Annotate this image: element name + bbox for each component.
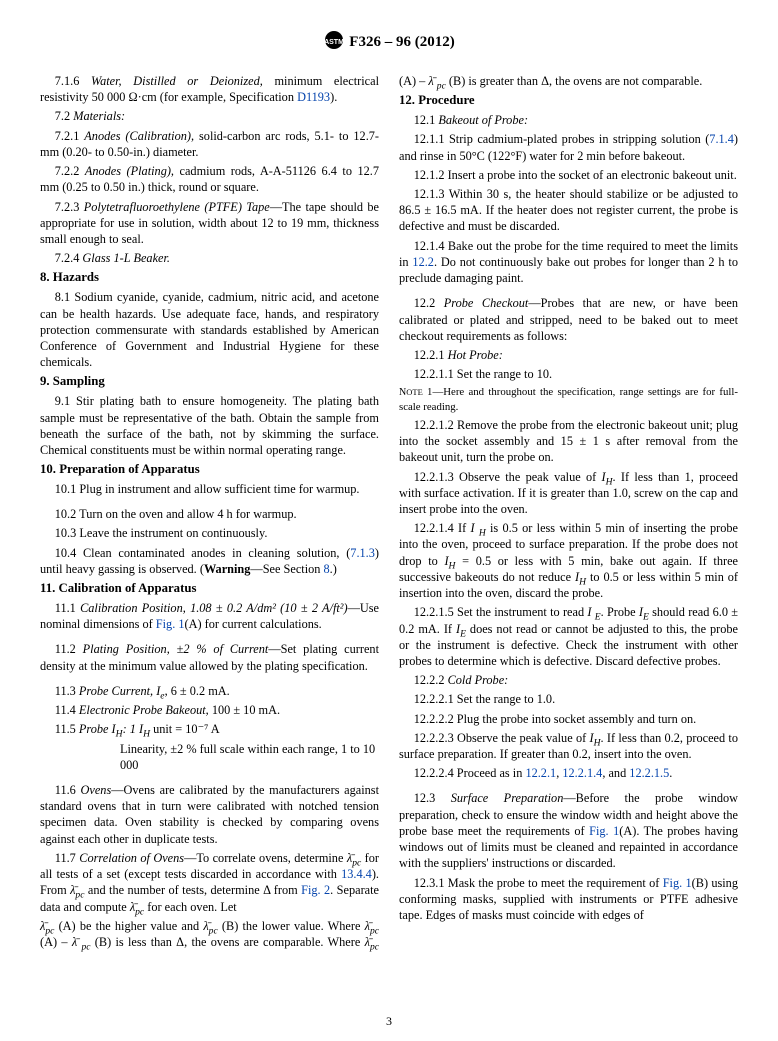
para-7-2-4: 7.2.4 Glass 1-L Beaker. [40,250,379,266]
para-9-1: 9.1 Stir plating bath to ensure homogene… [40,393,379,458]
para-12-2-1-2: 12.2.1.2 Remove the probe from the elect… [399,417,738,466]
para-10-4: 10.4 Clean contaminated anodes in cleani… [40,545,379,577]
para-12-1-2: 12.1.2 Insert a probe into the socket of… [399,167,738,183]
para-12-1: 12.1 Bakeout of Probe: [399,112,738,128]
heading-10: 10. Preparation of Apparatus [40,461,379,478]
para-12-2-1-4: 12.2.1.4 If I H is 0.5 or less within 5 … [399,520,738,601]
xref-fig1b[interactable]: Fig. 1 [589,824,619,838]
para-12-2-2-3: 12.2.2.3 Observe the peak value of IH. I… [399,730,738,762]
page-number: 3 [0,1014,778,1029]
page-header: ASTM F326 – 96 (2012) [40,30,738,55]
para-10-1: 10.1 Plug in instrument and allow suffic… [40,481,379,497]
para-8-1: 8.1 Sodium cyanide, cyanide, cadmium, ni… [40,289,379,370]
designation: F326 – 96 (2012) [349,34,454,50]
para-11-7: 11.7 Correlation of Ovens—To correlate o… [40,850,379,915]
para-7-1-6: 7.1.6 Water, Distilled or Deionized, min… [40,73,379,105]
para-12-2-1: 12.2.1 Hot Probe: [399,347,738,363]
para-11-1: 11.1 Calibration Position, 1.08 ± 0.2 A/… [40,600,379,632]
para-11-5: 11.5 Probe IH: 1 IH unit = 10⁻⁷ A [40,721,379,737]
para-12-1-4: 12.1.4 Bake out the probe for the time r… [399,238,738,287]
para-12-2: 12.2 Probe Checkout—Probes that are new,… [399,295,738,344]
heading-12: 12. Procedure [399,92,738,109]
para-7-2-2: 7.2.2 Anodes (Plating), cadmium rods, A-… [40,163,379,195]
xref-12-2[interactable]: 12.2 [412,255,434,269]
xref-fig2[interactable]: Fig. 2 [301,883,330,897]
xref-d1193[interactable]: D1193 [297,90,330,104]
para-12-2-1-1: 12.2.1.1 Set the range to 10. [399,366,738,382]
para-12-2-1-5: 12.2.1.5 Set the instrument to read I E.… [399,604,738,669]
para-7-2: 7.2 Materials: [40,108,379,124]
para-10-2: 10.2 Turn on the oven and allow 4 h for … [40,506,379,522]
para-11-6: 11.6 Ovens—Ovens are calibrated by the m… [40,782,379,847]
xref-fig1[interactable]: Fig. 1 [156,617,185,631]
para-11-3: 11.3 Probe Current, Ie, 6 ± 0.2 mA. [40,683,379,699]
para-12-2-1-3: 12.2.1.3 Observe the peak value of IH. I… [399,469,738,518]
note-1: NOTE 1—Here and throughout the specifica… [399,385,738,414]
para-10-3: 10.3 Leave the instrument on continuousl… [40,525,379,541]
heading-9: 9. Sampling [40,373,379,390]
para-12-2-2: 12.2.2 Cold Probe: [399,672,738,688]
para-7-2-1: 7.2.1 Anodes (Calibration), solid-carbon… [40,128,379,160]
body-columns: 7.1.6 Water, Distilled or Deionized, min… [40,73,738,950]
para-12-3-1: 12.3.1 Mask the probe to meet the requir… [399,875,738,924]
para-11-5-line2: Linearity, ±2 % full scale within each r… [40,741,379,773]
xref-12-2-1-4[interactable]: 12.2.1.4 [562,766,602,780]
astm-logo: ASTM [323,30,345,55]
heading-8: 8. Hazards [40,269,379,286]
para-7-2-3: 7.2.3 Polytetrafluoroethylene (PTFE) Tap… [40,199,379,248]
page: ASTM F326 – 96 (2012) 7.1.6 Water, Disti… [0,0,778,1041]
xref-7-1-4[interactable]: 7.1.4 [709,132,734,146]
para-12-2-2-1: 12.2.2.1 Set the range to 1.0. [399,691,738,707]
svg-text:ASTM: ASTM [324,39,344,46]
xref-12-2-1-5[interactable]: 12.2.1.5 [629,766,669,780]
para-12-1-3: 12.1.3 Within 30 s, the heater should st… [399,186,738,235]
para-12-3: 12.3 Surface Preparation—Before the prob… [399,790,738,871]
heading-11: 11. Calibration of Apparatus [40,580,379,597]
para-11-4: 11.4 Electronic Probe Bakeout, 100 ± 10 … [40,702,379,718]
para-12-2-2-2: 12.2.2.2 Plug the probe into socket asse… [399,711,738,727]
para-12-2-2-4: 12.2.2.4 Proceed as in 12.2.1, 12.2.1.4,… [399,765,738,781]
para-11-2: 11.2 Plating Position, ±2 % of Current—S… [40,641,379,673]
xref-13-4-4[interactable]: 13.4.4 [341,867,372,881]
para-12-1-1: 12.1.1 Strip cadmium-plated probes in st… [399,131,738,163]
xref-fig1c[interactable]: Fig. 1 [663,876,692,890]
xref-7-1-3[interactable]: 7.1.3 [350,546,375,560]
xref-12-2-1[interactable]: 12.2.1 [525,766,556,780]
